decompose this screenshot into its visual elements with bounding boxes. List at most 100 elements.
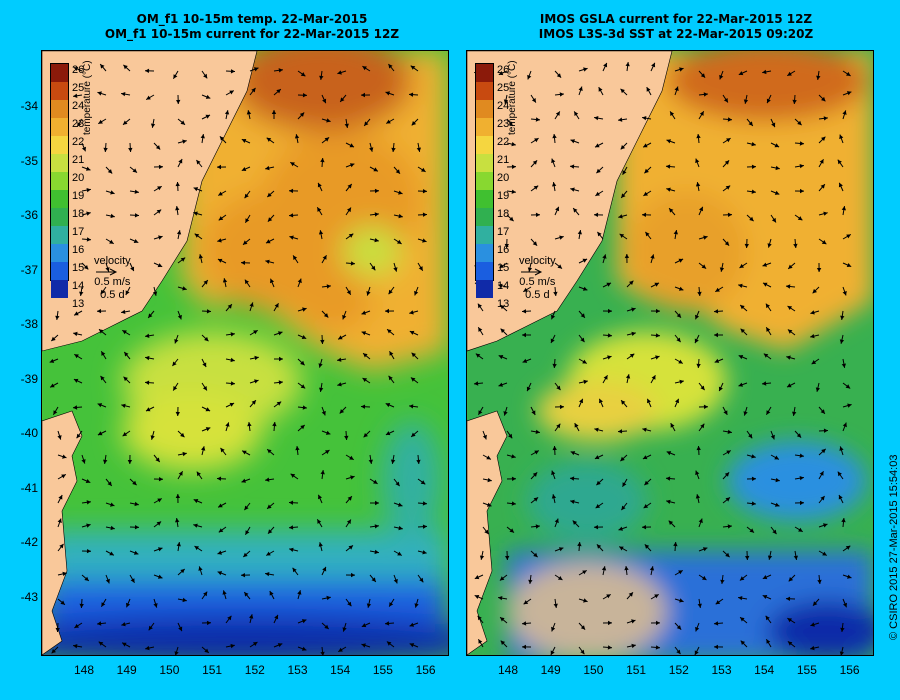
current-vector-head bbox=[318, 494, 322, 500]
current-vector-head bbox=[651, 62, 656, 68]
current-vector-head bbox=[83, 265, 89, 270]
satellite-sst-map: 26 25 24 23 22 21 20 19 18 17 16 15 14 13 temperature… bbox=[466, 50, 874, 656]
current-vector-head bbox=[218, 528, 224, 533]
x-tick-label: 151 bbox=[202, 663, 223, 677]
current-vector-head bbox=[552, 446, 557, 451]
current-vector-head bbox=[535, 117, 540, 122]
current-vector-head bbox=[124, 352, 129, 357]
current-vector-head bbox=[577, 230, 582, 235]
current-vector-head bbox=[505, 555, 510, 560]
current-vector-head bbox=[800, 500, 804, 506]
current-vector-head bbox=[274, 614, 279, 620]
current-vector-head bbox=[720, 579, 725, 584]
colorbar-swatch bbox=[476, 100, 493, 118]
current-vector-head bbox=[81, 459, 86, 464]
current-vector-head bbox=[193, 187, 199, 192]
current-vector-head bbox=[279, 356, 283, 362]
current-vector-head bbox=[338, 335, 343, 340]
current-vector-head bbox=[474, 381, 479, 386]
current-vector-head bbox=[594, 525, 599, 530]
current-vector-head bbox=[696, 363, 701, 368]
current-vector-head bbox=[132, 480, 137, 486]
current-vector-head bbox=[766, 639, 771, 644]
current-vector-head bbox=[385, 621, 390, 626]
current-vector-head bbox=[289, 500, 294, 505]
current-vector-head bbox=[318, 363, 323, 368]
current-vector-head bbox=[766, 327, 771, 332]
current-vector-head bbox=[321, 410, 326, 416]
current-vector-head bbox=[395, 481, 400, 487]
current-vector-head bbox=[178, 471, 183, 476]
current-vector-head bbox=[724, 160, 730, 165]
current-vector-head bbox=[839, 651, 844, 655]
current-vector-head bbox=[217, 550, 222, 555]
current-vector-head bbox=[266, 239, 271, 244]
colorbar-swatch bbox=[51, 280, 68, 298]
current-vector-head bbox=[229, 402, 235, 407]
current-vector-head bbox=[767, 555, 773, 560]
current-vector-head bbox=[841, 518, 846, 523]
current-vector-head bbox=[695, 494, 701, 499]
current-vector-head bbox=[500, 328, 505, 333]
current-vector-head bbox=[175, 518, 180, 523]
current-vector-head bbox=[202, 362, 207, 367]
current-vector-head bbox=[105, 578, 110, 584]
current-vector-head bbox=[133, 239, 139, 243]
colorbar-tick-label: 21 bbox=[72, 154, 85, 166]
current-vector-head bbox=[60, 600, 65, 605]
left-title-line2: OM_f1 10-15m current for 22-Mar-2015 12Z bbox=[104, 27, 400, 41]
current-vector-head bbox=[601, 566, 607, 571]
current-vector-head bbox=[765, 303, 770, 309]
current-vector-head bbox=[132, 168, 137, 173]
current-vector-head bbox=[812, 288, 817, 294]
colorbar-swatch bbox=[476, 172, 493, 190]
current-vector-head bbox=[347, 601, 352, 607]
current-vector-head bbox=[391, 147, 396, 152]
current-vector-head bbox=[97, 621, 102, 626]
current-vector-head bbox=[409, 310, 414, 315]
current-vector-head bbox=[718, 386, 723, 392]
current-vector-head bbox=[670, 111, 675, 116]
current-vector-head bbox=[751, 476, 756, 481]
current-vector-head bbox=[175, 206, 180, 211]
x-tick-label: 155 bbox=[372, 663, 393, 677]
current-vector-head bbox=[738, 355, 744, 360]
current-vector-head bbox=[559, 235, 564, 240]
current-vector-head bbox=[373, 167, 378, 172]
current-vector-head bbox=[252, 642, 258, 646]
current-vector-head bbox=[419, 577, 424, 583]
current-vector-head bbox=[385, 91, 390, 96]
current-vector-head bbox=[676, 649, 681, 655]
current-vector-head bbox=[656, 620, 660, 626]
current-vector-head bbox=[225, 422, 230, 427]
current-vector-head bbox=[553, 603, 558, 608]
current-vector-head bbox=[509, 216, 514, 222]
current-vector-head bbox=[51, 648, 56, 654]
current-vector-head bbox=[97, 308, 102, 314]
current-vector-head bbox=[244, 279, 249, 285]
current-vector-head bbox=[268, 529, 273, 534]
colorbar-tick-label: 26 bbox=[72, 64, 85, 76]
x-tick-label: 156 bbox=[839, 663, 860, 677]
current-vector-head bbox=[266, 551, 271, 556]
current-vector-head bbox=[816, 268, 822, 272]
current-vector-head bbox=[317, 182, 322, 188]
current-vector-head bbox=[346, 290, 351, 295]
x-tick-label: 150 bbox=[159, 663, 180, 677]
x-tick-label: 154 bbox=[330, 663, 351, 677]
current-vector-head bbox=[583, 67, 588, 72]
tasmania-coast bbox=[42, 410, 83, 655]
current-vector-head bbox=[398, 502, 403, 507]
current-vector-head bbox=[846, 263, 852, 267]
current-vector-head bbox=[726, 138, 731, 143]
current-vector-head bbox=[158, 547, 163, 552]
current-vector-head bbox=[193, 211, 198, 216]
current-vector-head bbox=[596, 480, 601, 486]
colorbar bbox=[50, 63, 69, 298]
mainland-coast bbox=[42, 51, 258, 352]
colorbar-tick-label: 24 bbox=[72, 100, 85, 112]
current-vector-head bbox=[300, 425, 305, 430]
current-vector-head bbox=[679, 379, 684, 384]
current-vector-head bbox=[204, 648, 209, 653]
current-vector-head bbox=[244, 505, 249, 511]
